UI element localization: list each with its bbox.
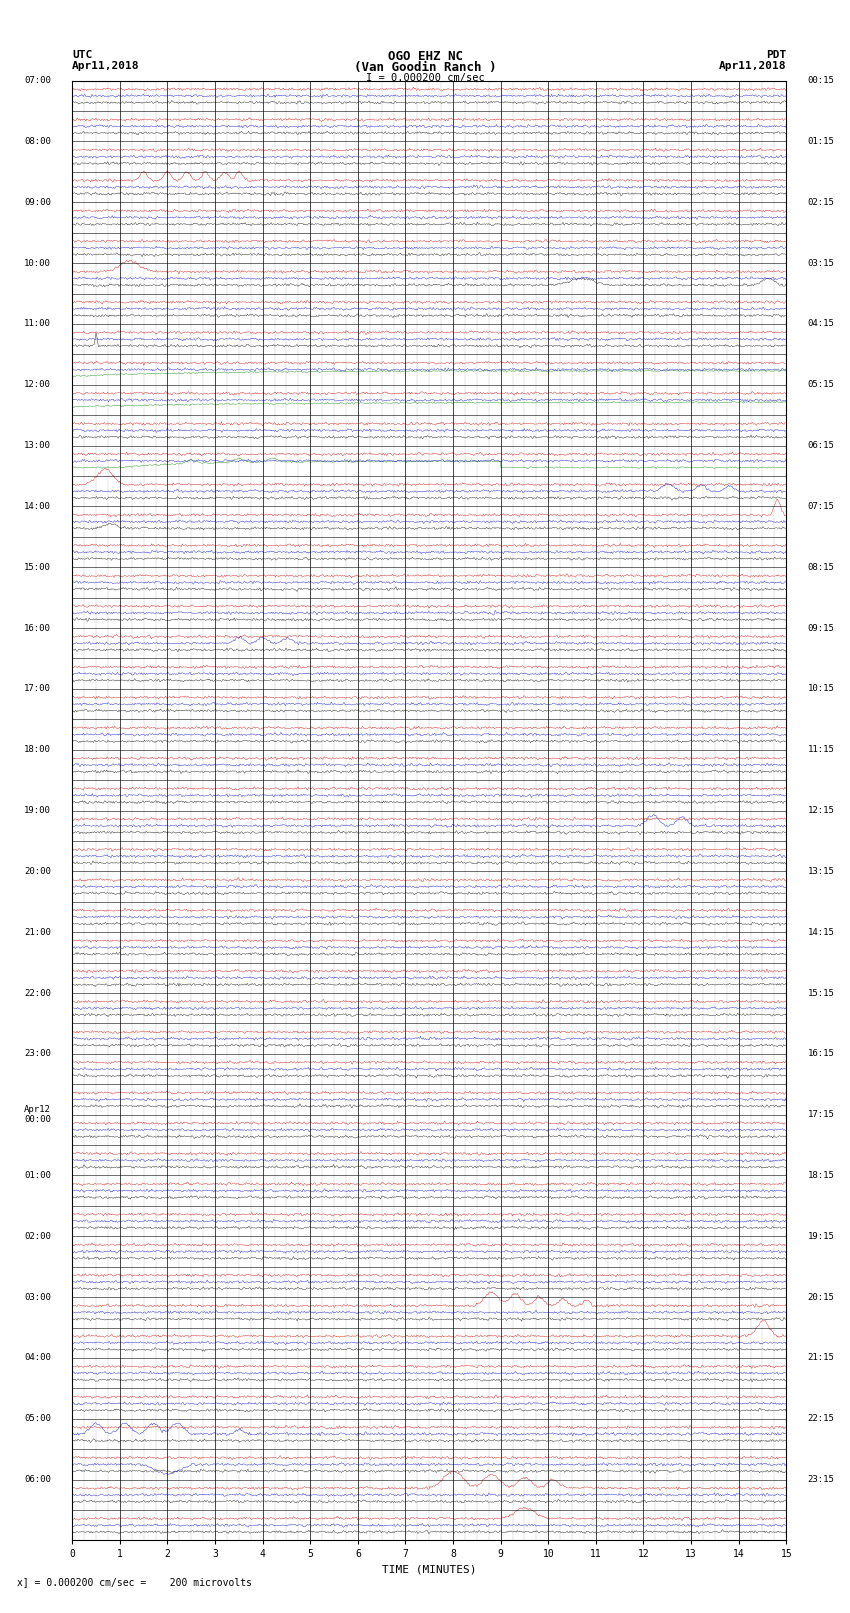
Text: Apr12
00:00: Apr12 00:00 (24, 1105, 51, 1124)
Text: 20:00: 20:00 (24, 866, 51, 876)
Text: 06:00: 06:00 (24, 1476, 51, 1484)
Text: 04:15: 04:15 (808, 319, 835, 329)
Text: 17:15: 17:15 (808, 1110, 835, 1119)
Text: 19:15: 19:15 (808, 1232, 835, 1240)
Text: 00:15: 00:15 (808, 76, 835, 85)
Text: 13:15: 13:15 (808, 866, 835, 876)
Text: 02:15: 02:15 (808, 198, 835, 206)
X-axis label: TIME (MINUTES): TIME (MINUTES) (382, 1565, 477, 1574)
Text: 05:00: 05:00 (24, 1415, 51, 1423)
Text: 18:00: 18:00 (24, 745, 51, 755)
Text: 16:15: 16:15 (808, 1050, 835, 1058)
Text: 22:15: 22:15 (808, 1415, 835, 1423)
Text: PDT: PDT (766, 50, 786, 60)
Text: 01:15: 01:15 (808, 137, 835, 145)
Text: 19:00: 19:00 (24, 806, 51, 815)
Text: 12:15: 12:15 (808, 806, 835, 815)
Text: (Van Goodin Ranch ): (Van Goodin Ranch ) (354, 61, 496, 74)
Text: Apr11,2018: Apr11,2018 (719, 61, 786, 71)
Text: 06:15: 06:15 (808, 440, 835, 450)
Text: 22:00: 22:00 (24, 989, 51, 997)
Text: 13:00: 13:00 (24, 440, 51, 450)
Text: x] = 0.000200 cm/sec =    200 microvolts: x] = 0.000200 cm/sec = 200 microvolts (17, 1578, 252, 1587)
Text: 09:00: 09:00 (24, 198, 51, 206)
Text: 17:00: 17:00 (24, 684, 51, 694)
Text: 11:15: 11:15 (808, 745, 835, 755)
Text: 14:15: 14:15 (808, 927, 835, 937)
Text: I = 0.000200 cm/sec: I = 0.000200 cm/sec (366, 73, 484, 82)
Text: 04:00: 04:00 (24, 1353, 51, 1363)
Text: 10:00: 10:00 (24, 258, 51, 268)
Text: UTC: UTC (72, 50, 93, 60)
Text: 18:15: 18:15 (808, 1171, 835, 1181)
Text: 07:00: 07:00 (24, 76, 51, 85)
Text: 08:15: 08:15 (808, 563, 835, 571)
Text: 08:00: 08:00 (24, 137, 51, 145)
Text: 16:00: 16:00 (24, 624, 51, 632)
Text: 15:15: 15:15 (808, 989, 835, 997)
Text: 07:15: 07:15 (808, 502, 835, 511)
Text: 11:00: 11:00 (24, 319, 51, 329)
Text: 05:15: 05:15 (808, 381, 835, 389)
Text: Apr11,2018: Apr11,2018 (72, 61, 139, 71)
Text: 09:15: 09:15 (808, 624, 835, 632)
Text: 21:00: 21:00 (24, 927, 51, 937)
Text: 23:00: 23:00 (24, 1050, 51, 1058)
Text: 03:15: 03:15 (808, 258, 835, 268)
Text: 21:15: 21:15 (808, 1353, 835, 1363)
Text: 20:15: 20:15 (808, 1292, 835, 1302)
Text: 03:00: 03:00 (24, 1292, 51, 1302)
Text: 10:15: 10:15 (808, 684, 835, 694)
Text: 02:00: 02:00 (24, 1232, 51, 1240)
Text: 14:00: 14:00 (24, 502, 51, 511)
Text: OGO EHZ NC: OGO EHZ NC (388, 50, 462, 63)
Text: 23:15: 23:15 (808, 1476, 835, 1484)
Text: 15:00: 15:00 (24, 563, 51, 571)
Text: 12:00: 12:00 (24, 381, 51, 389)
Text: 01:00: 01:00 (24, 1171, 51, 1181)
